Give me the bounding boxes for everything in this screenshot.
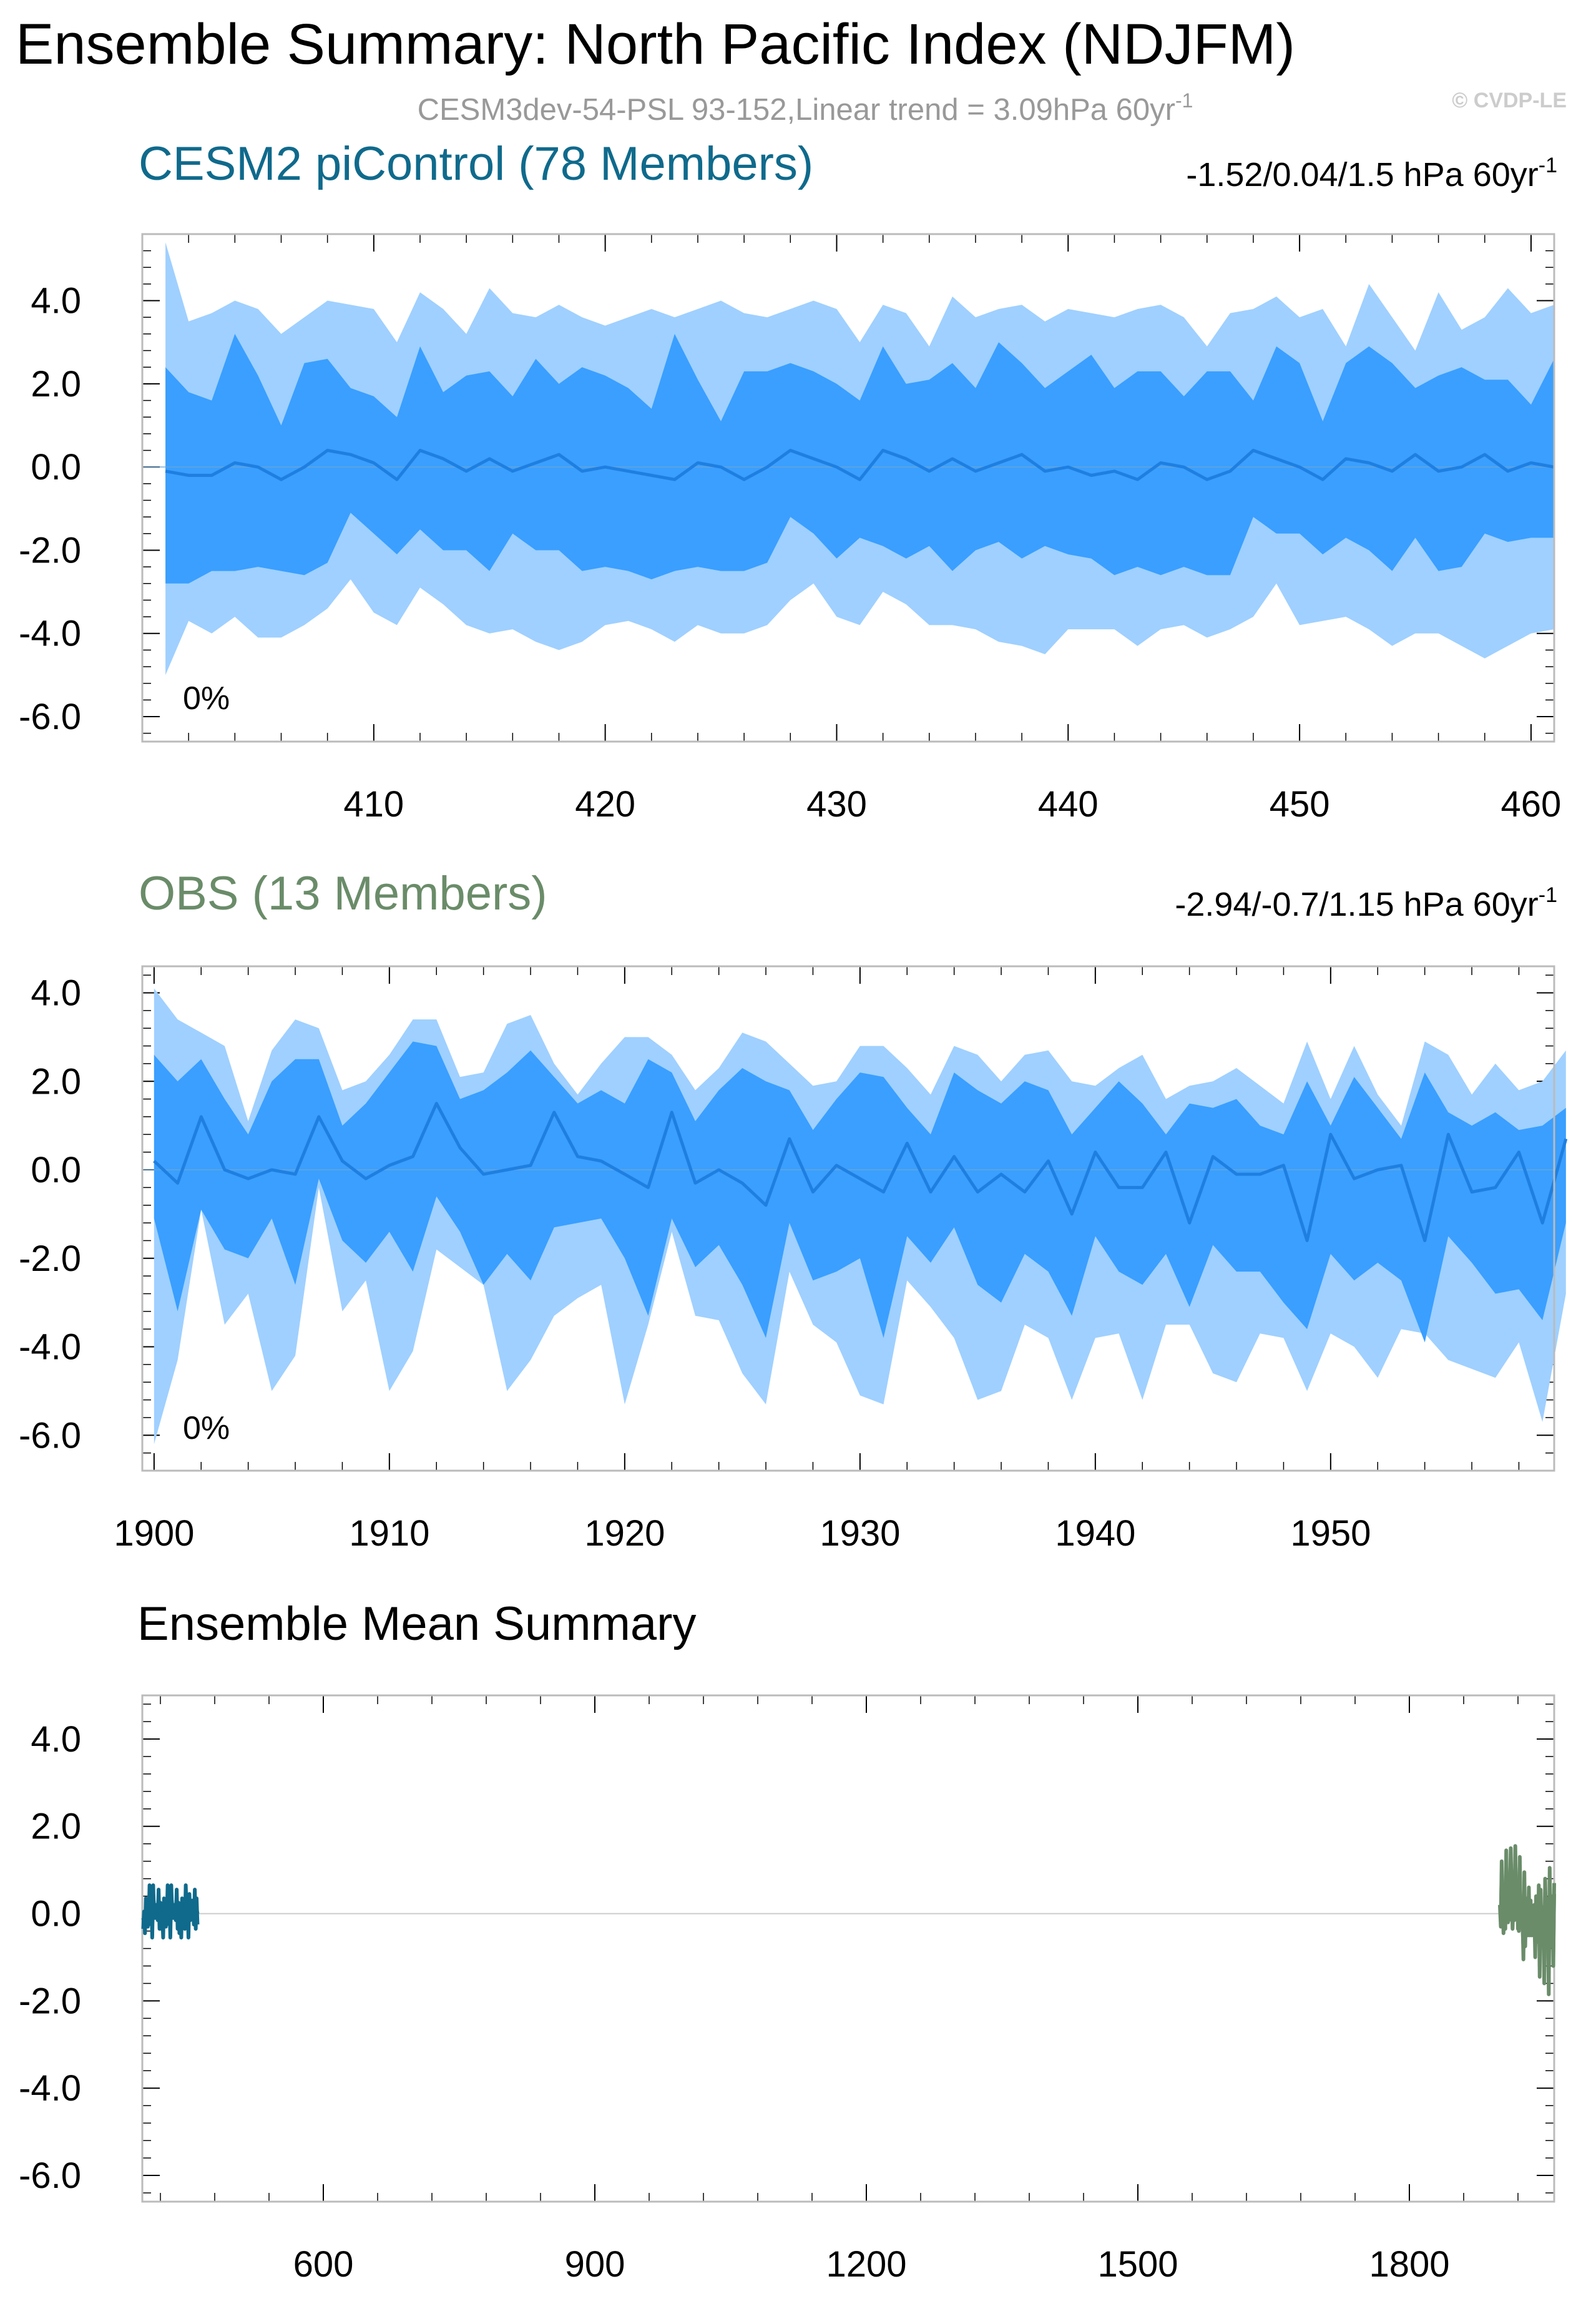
ensemble-mean-cesm2-line <box>141 1883 200 1939</box>
x-tick-label: 430 <box>806 784 867 825</box>
x-tick-label: 600 <box>293 2244 354 2285</box>
x-tick-label: 1940 <box>1055 1513 1135 1554</box>
x-tick-label: 1200 <box>826 2244 906 2285</box>
y-tick-label: -6.0 <box>19 1415 81 1456</box>
ensemble-mean-cesm2-core <box>141 1894 200 1929</box>
y-tick-label: 2.0 <box>31 364 81 404</box>
panel-ensemble-mean-plot: 600 900 1200 1500 1800 4.0 2.0 0.0 -2.0 -4.0 -6.0 <box>19 1694 1556 2285</box>
x-tick-label: 440 <box>1038 784 1099 825</box>
y-tick-label: -2.0 <box>19 530 81 571</box>
x-tick-label: 460 <box>1501 784 1562 825</box>
x-tick-label: 900 <box>565 2244 625 2285</box>
x-tick-label: 1950 <box>1290 1513 1371 1554</box>
panel-cesm2-trend: -1.52/0.04/1.5 hPa 60yr-1 <box>1186 154 1557 194</box>
panel-obs-title: OBS (13 Members) <box>139 867 547 920</box>
panel-cesm2: CESM2 piControl (78 Members) -1.52/0.04/… <box>19 137 1561 825</box>
y-tick-label: 4.0 <box>31 973 81 1014</box>
panel-cesm2-trend-sup: -1 <box>1539 154 1557 177</box>
obs-inner-band <box>154 1041 1566 1343</box>
panel-obs-percent: 0% <box>183 1410 230 1446</box>
panel-obs-trend-sup: -1 <box>1539 883 1557 907</box>
obs-ensemble-mean-line <box>153 1102 1568 1242</box>
plot-frame <box>141 1694 1555 2203</box>
x-tick-label: 410 <box>343 784 404 825</box>
y-tick-label: -4.0 <box>19 2068 81 2109</box>
y-tick-label: 4.0 <box>31 281 81 321</box>
y-tick-label: -6.0 <box>19 2155 81 2196</box>
y-tick-label: 0.0 <box>31 447 81 488</box>
x-tick-label: 450 <box>1270 784 1330 825</box>
x-tick-label: 1800 <box>1369 2244 1449 2285</box>
x-tick-label: 1900 <box>114 1513 194 1554</box>
panel-obs-trend: -2.94/-0.7/1.15 hPa 60yr-1 <box>1175 883 1557 923</box>
copyright-label: © CVDP-LE <box>1452 89 1567 112</box>
plot-frame-top <box>141 965 1555 1472</box>
panel-ensemble-mean-title: Ensemble Mean Summary <box>137 1597 696 1650</box>
y-tick-label: -4.0 <box>19 1327 81 1368</box>
x-tick-label: 1930 <box>820 1513 900 1554</box>
page-subtitle: CESM3dev-54-PSL 93-152,Linear trend = 3.… <box>418 89 1193 127</box>
x-tick-label: 1500 <box>1097 2244 1178 2285</box>
panel-obs-trend-text: -2.94/-0.7/1.15 hPa 60yr <box>1175 886 1538 923</box>
panel-cesm2-plot: 410 420 430 440 450 460 4.0 2.0 0.0 -2.0 -4.0 -6.0 <box>19 233 1562 825</box>
panel-obs: OBS (13 Members) -2.94/-0.7/1.15 hPa 60y… <box>19 867 1568 1554</box>
cesm2-ensemble-mean-line <box>165 449 1555 481</box>
panel-cesm2-percent: 0% <box>183 680 230 717</box>
x-tick-label: 1910 <box>349 1513 429 1554</box>
plot-frame-top <box>141 233 1555 743</box>
y-tick-label: -2.0 <box>19 1238 81 1279</box>
panel-cesm2-title: CESM2 piControl (78 Members) <box>139 137 813 190</box>
cesm2-inner-band <box>165 333 1554 584</box>
x-tick-label: 1920 <box>584 1513 665 1554</box>
ensemble-mean-obs-core <box>1498 1846 1556 1986</box>
panel-ensemble-mean: Ensemble Mean Summary 600 900 1200 1500 1800… <box>19 1597 1556 2285</box>
y-tick-label: -2.0 <box>19 1981 81 2021</box>
panel-obs-plot: 1900 1910 1920 1930 1940 1950 4.0 2.0 0.0 -2.0 -4.… <box>19 965 1568 1554</box>
y-tick-label: -4.0 <box>19 614 81 654</box>
y-tick-label: 4.0 <box>31 1719 81 1760</box>
y-tick-label: 0.0 <box>31 1150 81 1190</box>
panel-cesm2-trend-text: -1.52/0.04/1.5 hPa 60yr <box>1186 156 1538 194</box>
y-tick-label: 2.0 <box>31 1061 81 1102</box>
x-tick-label: 420 <box>575 784 635 825</box>
y-tick-label: -6.0 <box>19 697 81 737</box>
page-title: Ensemble Summary: North Pacific Index (N… <box>16 12 1295 76</box>
page-subtitle-main: CESM3dev-54-PSL 93-152,Linear trend = 3.… <box>418 93 1175 127</box>
y-tick-label: 0.0 <box>31 1894 81 1934</box>
y-tick-label: 2.0 <box>31 1807 81 1847</box>
page-subtitle-sup: -1 <box>1175 89 1193 112</box>
